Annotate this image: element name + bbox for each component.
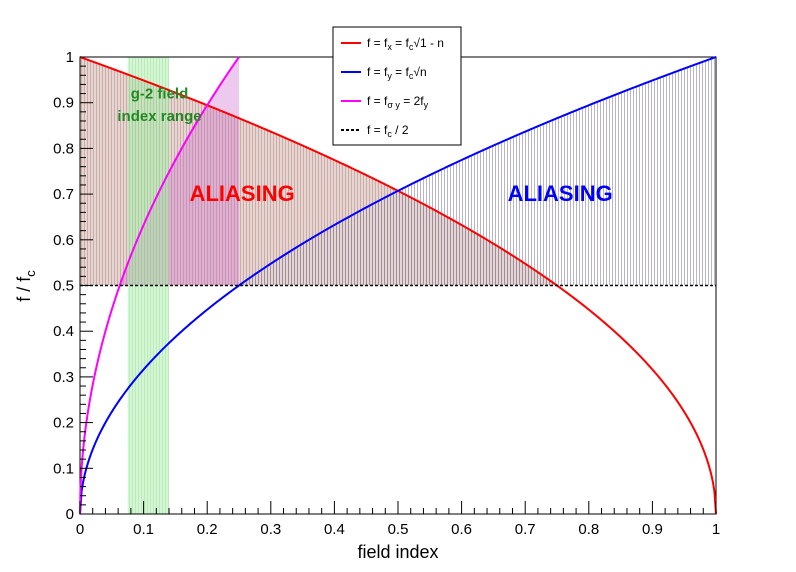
y-tick-label: 0.3 [53,369,74,386]
x-tick-label: 0.1 [133,521,154,538]
legend-subscript: y [387,71,392,81]
y-tick-label: 0 [66,506,74,523]
legend-subscript: σ y [387,100,400,110]
legend-text-part: f = f [367,94,388,108]
y-axis-title-subscript: c [23,270,38,277]
y-tick-label: 0.1 [53,460,74,477]
y-axis-title-main: f / f [14,276,34,302]
y-tick-label: 0.7 [53,186,74,203]
axis-ticks: 0 0.1 0.2 0.3 0.4 0.5 0.6 0.7 0.8 0.9 1 0 0.1 0.2 0.3 0… [53,49,720,538]
legend-entry-label: f = fσ y = 2fy [367,94,429,110]
y-tick-label: 0.6 [53,232,74,249]
x-tick-label: 0.8 [578,521,599,538]
y-axis-title: f / fc [14,270,38,302]
x-tick-label: 0.7 [515,521,536,538]
y-tick-label: 0.4 [53,323,74,340]
legend-subscript: c [387,129,392,139]
legend: f = fx = fc√1 - nf = fy = fc√nf = fσ y =… [332,26,462,146]
legend-subscript: y [424,100,429,110]
x-tick-label: 0.2 [197,521,218,538]
legend-text-part: f = f [367,36,388,50]
legend-text-part: f = f [367,123,388,137]
y-tick-label: 0.2 [53,415,74,432]
x-tick-label: 0.3 [260,521,281,538]
y-tick-label: 0.9 [53,95,74,112]
x-tick-label: 0 [76,521,84,538]
legend-entry-label: f = fc / 2 [367,123,409,139]
legend-entry-label: f = fx = fc√1 - n [367,36,444,52]
legend-subscript: c [409,42,414,52]
x-axis-title: field index [357,542,438,562]
series-fy-line [79,56,717,515]
legend-text-part: = 2f [400,94,424,108]
legend-subscript: x [387,42,392,52]
y-tick-label: 1 [66,49,74,66]
legend-subscript: c [409,71,414,81]
legend-text-part: = f [392,65,410,79]
x-tick-label: 0.9 [642,521,663,538]
aliasing-label-red: ALIASING [190,181,295,206]
x-tick-label: 0.5 [388,521,409,538]
x-tick-label: 1 [712,521,720,538]
aliasing-region-blue [239,57,716,286]
y-tick-label: 0.5 [53,278,74,295]
x-tick-label: 0.6 [451,521,472,538]
legend-text-part: / 2 [392,123,409,137]
y-tick-label: 0.8 [53,140,74,157]
legend-text-part: = f [392,36,410,50]
aliasing-label-blue: ALIASING [508,181,613,206]
annotations: ALIASING ALIASING g-2 field index range [117,85,612,206]
g2-label-line1: g-2 field [131,85,189,102]
legend-text-part: f = f [367,65,388,79]
legend-box [332,26,462,146]
legend-entry-label: f = fy = fc√n [367,65,427,81]
curves [79,56,717,515]
legend-sqrt-term: √n [413,65,426,79]
legend-sqrt-term: √1 - n [413,36,444,50]
shaded-regions [80,57,716,514]
x-tick-label: 0.4 [324,521,345,538]
g2-label-line2: index range [117,108,201,125]
series-fsigmay-line [79,56,240,515]
